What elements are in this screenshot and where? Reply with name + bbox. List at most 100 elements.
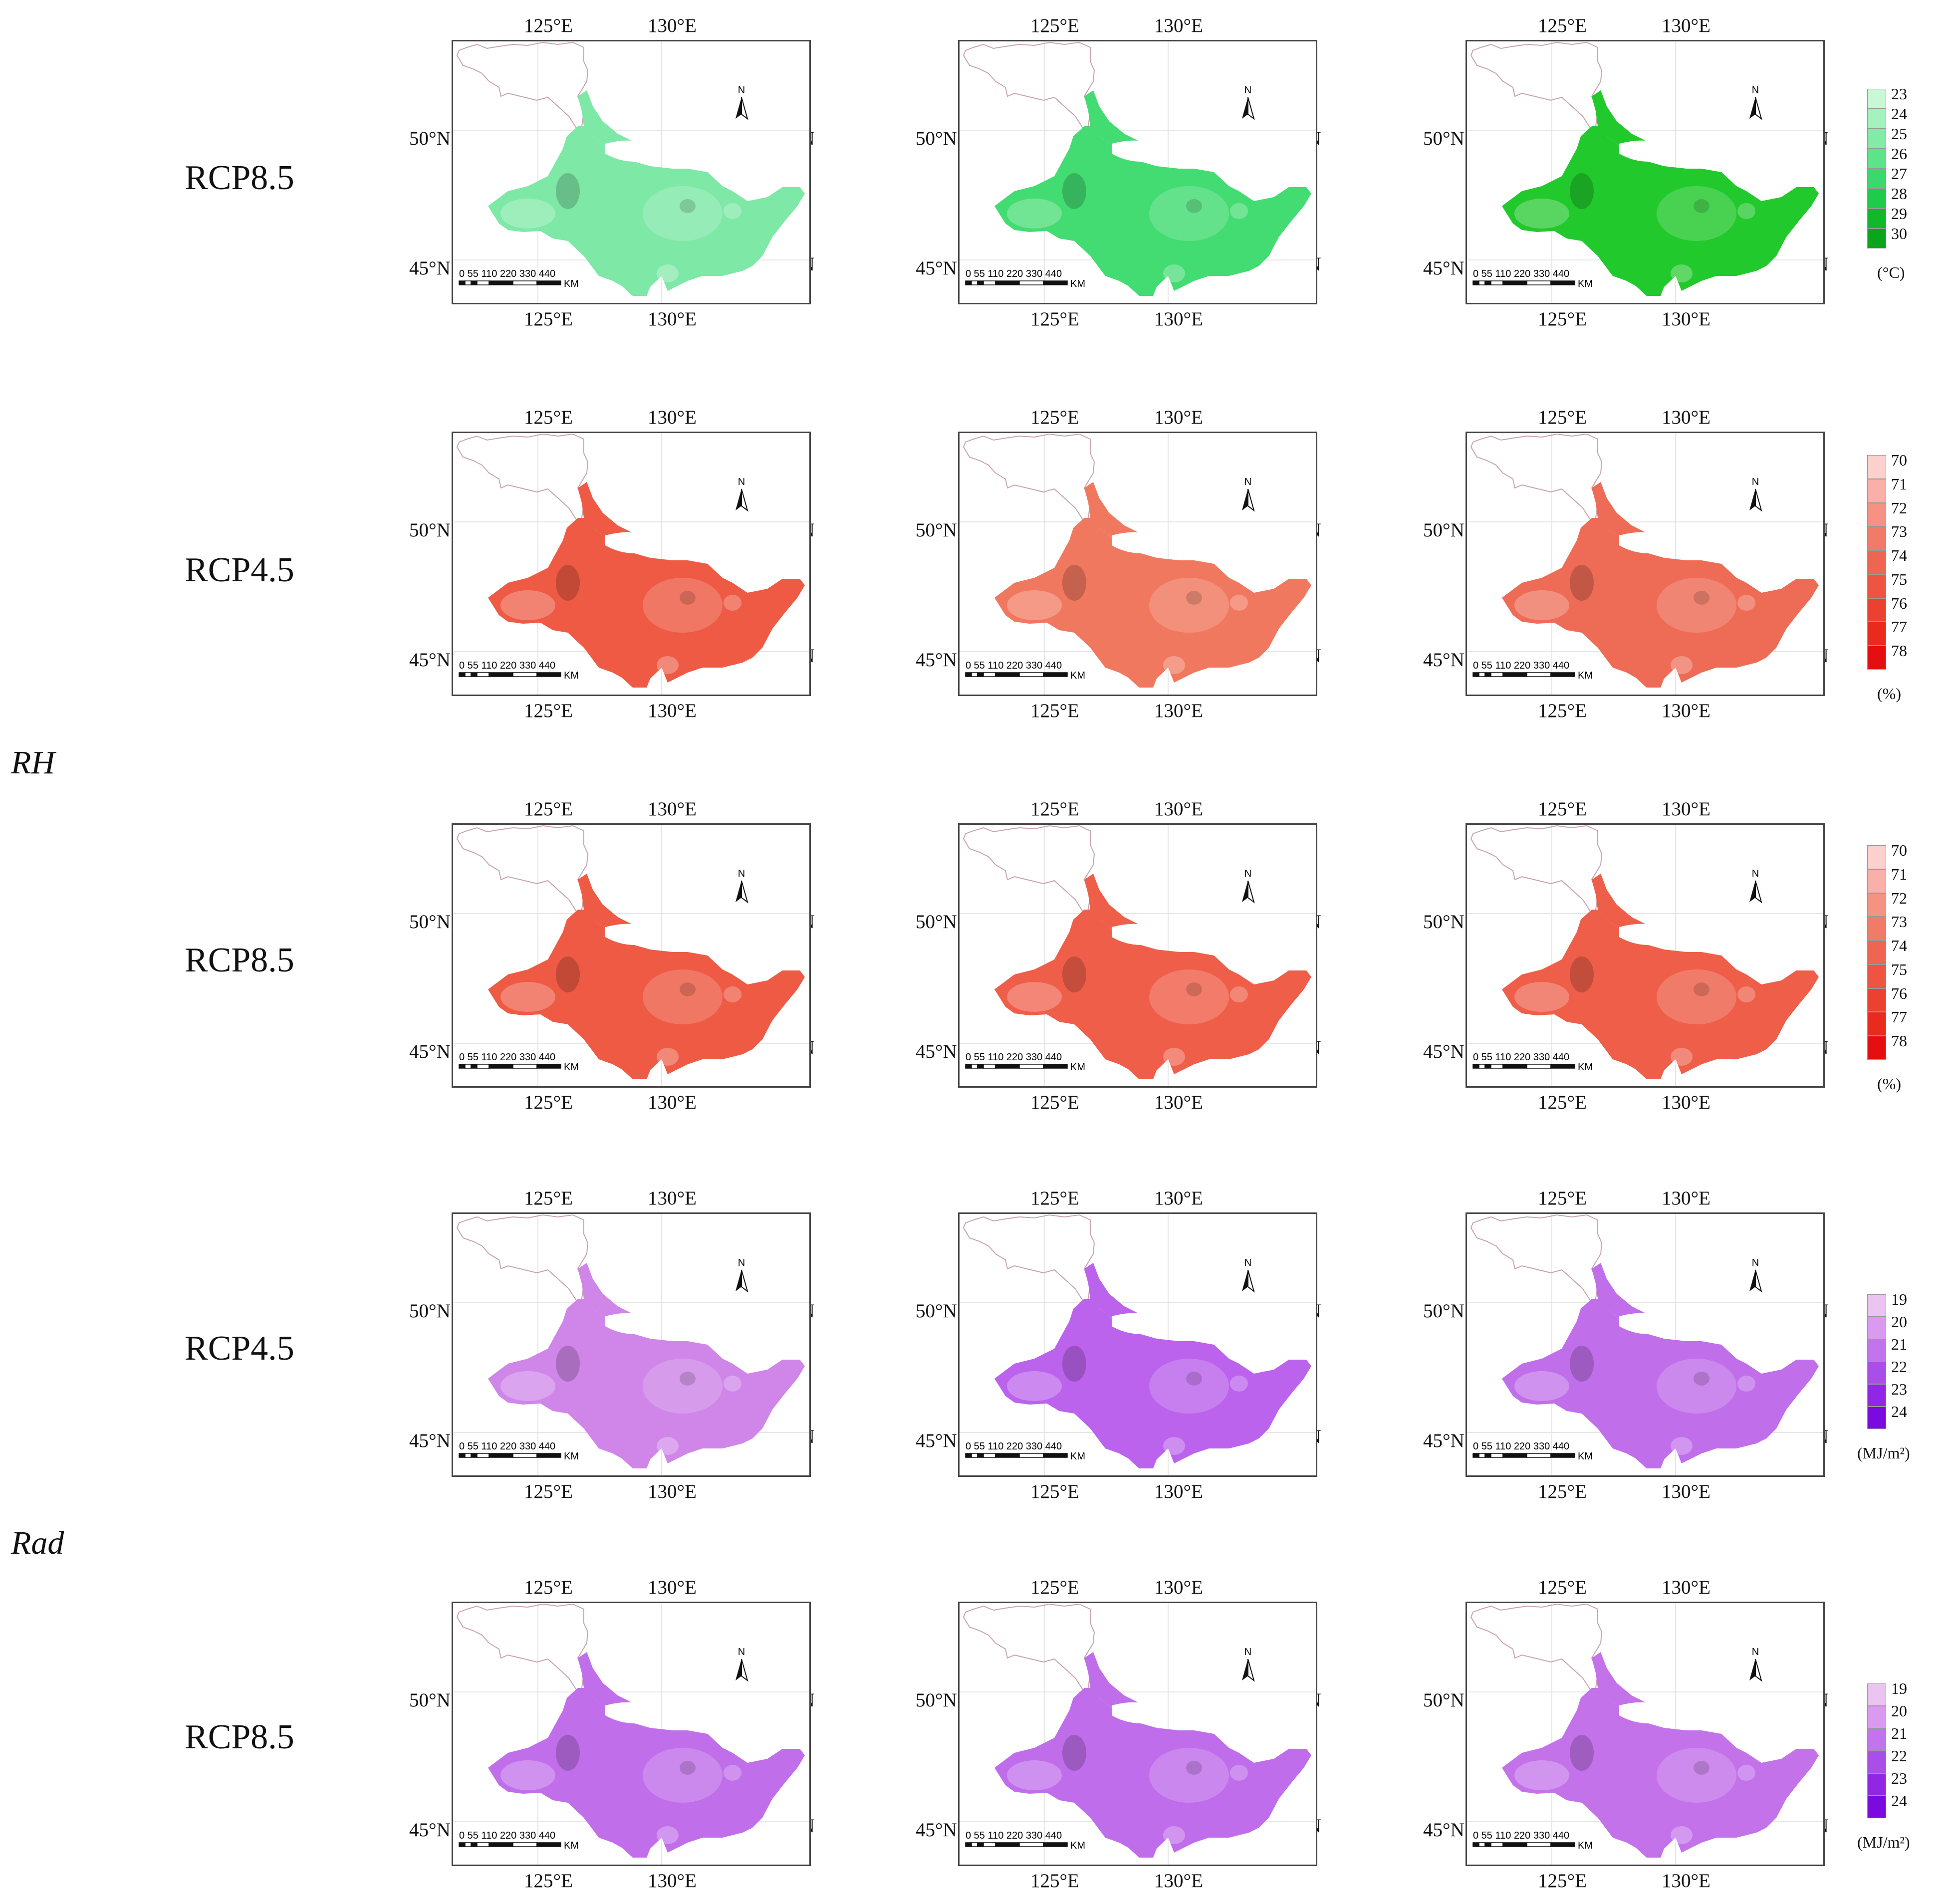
- map-canvas: N 0 55 110 220 330 440 KM: [960, 41, 1316, 303]
- value-contour-patch: [1570, 565, 1594, 601]
- map-frame: N 0 55 110 220 330 440 KM: [1465, 40, 1825, 304]
- legend-value-label: 27: [1891, 165, 1907, 183]
- northern-region-outline: [963, 433, 1095, 521]
- unfilled-hollow: [605, 1702, 655, 1723]
- legend-value-label: 24: [1891, 1792, 1907, 1810]
- lon-label-top-130: 130°E: [1662, 15, 1710, 36]
- lon-label-bottom-130: 130°E: [648, 1481, 697, 1502]
- north-arrow-label: N: [738, 476, 745, 487]
- value-contour-patch: [643, 1748, 723, 1803]
- variable-label-rh: RH: [11, 744, 55, 781]
- map-frame: N 0 55 110 220 330 440 KM: [452, 432, 811, 696]
- scale-bar-unit: KM: [564, 1062, 579, 1073]
- legend-value-label: 71: [1891, 475, 1907, 493]
- north-arrow-icon: N: [1242, 85, 1255, 120]
- legend-swatch: [1867, 526, 1886, 551]
- legend-swatch: [1867, 109, 1886, 129]
- scale-bar: 0 55 110 220 330 440 KM: [459, 1441, 579, 1462]
- value-contour-patch: [1149, 1748, 1229, 1803]
- color-legend-rh: 70 71 72 73 74 75 76 77 78 (%): [1867, 452, 1937, 710]
- value-contour-patch: [1570, 956, 1594, 992]
- lon-label-top-130: 130°E: [648, 1188, 697, 1209]
- scale-bar-unit: KM: [1070, 670, 1085, 681]
- map-frame: N 0 55 110 220 330 440 KM: [958, 40, 1317, 304]
- scale-bar-unit: KM: [564, 1840, 579, 1851]
- unfilled-hollow: [605, 924, 655, 945]
- lon-label-top-130: 130°E: [1154, 1577, 1203, 1598]
- scale-bar-unit: KM: [1070, 278, 1085, 289]
- lat-label-left-50: 50°N: [1423, 1300, 1465, 1322]
- value-contour-patch: [1230, 1765, 1248, 1781]
- color-legend-rh: 70 71 72 73 74 75 76 77 78 (%): [1867, 842, 1937, 1100]
- value-contour-patch: [1737, 595, 1755, 611]
- unfilled-hollow: [1619, 532, 1669, 553]
- value-contour-patch: [500, 199, 555, 229]
- scale-bar-numbers: 0 55 110 220 330 440: [1473, 660, 1569, 671]
- lon-label-bottom-130: 130°E: [1662, 1870, 1710, 1892]
- legend-value-label: 23: [1891, 1380, 1907, 1398]
- lon-label-bottom-125: 125°E: [1030, 1481, 1079, 1502]
- lon-label-bottom-125: 125°E: [1538, 1092, 1587, 1113]
- north-arrow-label: N: [1244, 868, 1251, 879]
- legend-value-label: 72: [1891, 498, 1907, 517]
- lat-label-left-45: 45°N: [916, 1430, 957, 1451]
- scale-bar: 0 55 110 220 330 440 KM: [459, 1052, 579, 1073]
- northern-region-outline: [456, 825, 589, 913]
- lon-label-top-130: 130°E: [1662, 1577, 1710, 1598]
- study-region: [994, 1299, 1311, 1468]
- legend-swatch: [1867, 1339, 1886, 1362]
- map-frame: N 0 55 110 220 330 440 KM: [1465, 432, 1825, 696]
- legend-swatch: [1867, 455, 1886, 479]
- northern-region-outline: [1470, 41, 1603, 130]
- north-arrow-label: N: [1752, 476, 1759, 487]
- lon-label-top-125: 125°E: [1538, 15, 1587, 36]
- lon-label-top-130: 130°E: [1662, 798, 1710, 820]
- map-frame: N 0 55 110 220 330 440 KM: [452, 1602, 811, 1866]
- value-contour-patch: [724, 595, 741, 611]
- lon-label-bottom-130: 130°E: [1662, 308, 1710, 330]
- legend-swatch: [1867, 917, 1886, 941]
- legend-value-label: 76: [1891, 594, 1907, 612]
- map-canvas: N 0 55 110 220 330 440 KM: [1467, 825, 1823, 1086]
- variable-label-rad: Rad: [11, 1525, 64, 1561]
- row-label-1: RCP8.5: [185, 159, 294, 197]
- lon-label-bottom-125: 125°E: [1538, 700, 1587, 721]
- lat-label-left-50: 50°N: [1423, 911, 1465, 933]
- northern-region-outline: [1470, 433, 1603, 521]
- value-contour-patch: [724, 986, 741, 1002]
- value-contour-patch: [1694, 982, 1709, 996]
- lat-label-left-50: 50°N: [916, 128, 957, 149]
- unfilled-hollow: [1112, 1702, 1161, 1723]
- legend-swatch: [1867, 129, 1886, 149]
- value-contour-patch: [1186, 199, 1202, 213]
- scale-bar: 0 55 110 220 330 440 KM: [1472, 660, 1593, 681]
- north-arrow-icon: N: [1242, 1647, 1255, 1682]
- lat-label-left-50: 50°N: [1423, 1689, 1465, 1711]
- lat-label-left-45: 45°N: [916, 1041, 957, 1062]
- study-region: [1502, 126, 1819, 296]
- value-contour-patch: [1570, 1346, 1594, 1382]
- value-contour-patch: [680, 982, 696, 996]
- lon-label-top-125: 125°E: [1030, 1188, 1079, 1209]
- legend-swatch: [1867, 646, 1886, 670]
- value-contour-patch: [1062, 1346, 1086, 1382]
- map-canvas: N 0 55 110 220 330 440 KM: [1467, 41, 1823, 303]
- map-canvas: N 0 55 110 220 330 440 KM: [1467, 1214, 1823, 1475]
- map-frame: N 0 55 110 220 330 440 KM: [958, 1212, 1317, 1477]
- scale-bar-unit: KM: [1578, 670, 1593, 681]
- north-arrow-label: N: [1752, 868, 1759, 879]
- legend-swatch: [1867, 550, 1886, 574]
- legend-value-label: 73: [1891, 522, 1907, 541]
- value-contour-patch: [724, 203, 741, 219]
- lon-label-top-125: 125°E: [1538, 1188, 1587, 1209]
- study-region: [488, 1688, 805, 1858]
- study-region: [1502, 518, 1819, 688]
- lon-label-bottom-130: 130°E: [1154, 308, 1203, 330]
- lon-label-bottom-130: 130°E: [1154, 1092, 1203, 1113]
- scale-bar: 0 55 110 220 330 440 KM: [459, 1830, 579, 1851]
